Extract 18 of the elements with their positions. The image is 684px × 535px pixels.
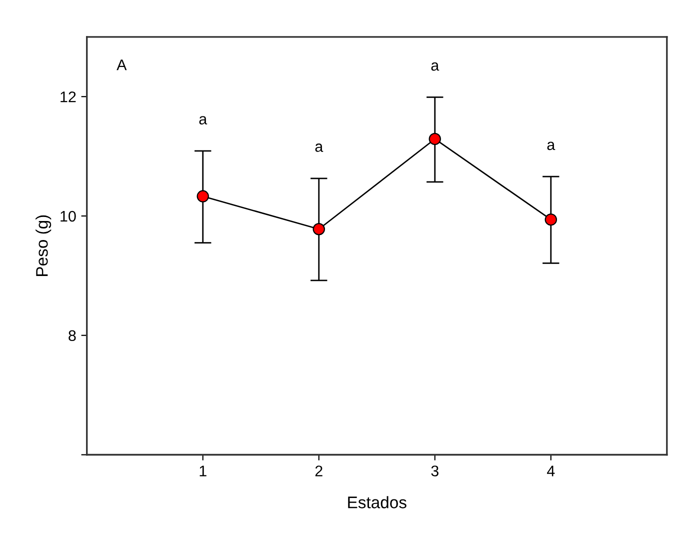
x-tick-label: 3 (431, 466, 438, 476)
point (428, 132, 441, 146)
x-tick-label: 1 (200, 466, 206, 476)
y-axis-title: Peso (g) (36, 215, 52, 276)
annotation: a (315, 144, 324, 152)
annotation: a (547, 142, 556, 150)
point (312, 223, 325, 236)
point (544, 213, 558, 226)
y-tick-label: 12 (60, 91, 76, 102)
x-axis-title: Estados (348, 496, 406, 508)
point (196, 190, 209, 202)
annotation: a (431, 62, 440, 71)
annotation: A (116, 60, 127, 70)
x-tick-label: 4 (546, 466, 555, 476)
y-tick-label: 8 (68, 330, 76, 342)
x-tick-label: 2 (315, 466, 322, 476)
annotation: a (199, 116, 208, 124)
y-tick-label: 10 (60, 210, 76, 222)
